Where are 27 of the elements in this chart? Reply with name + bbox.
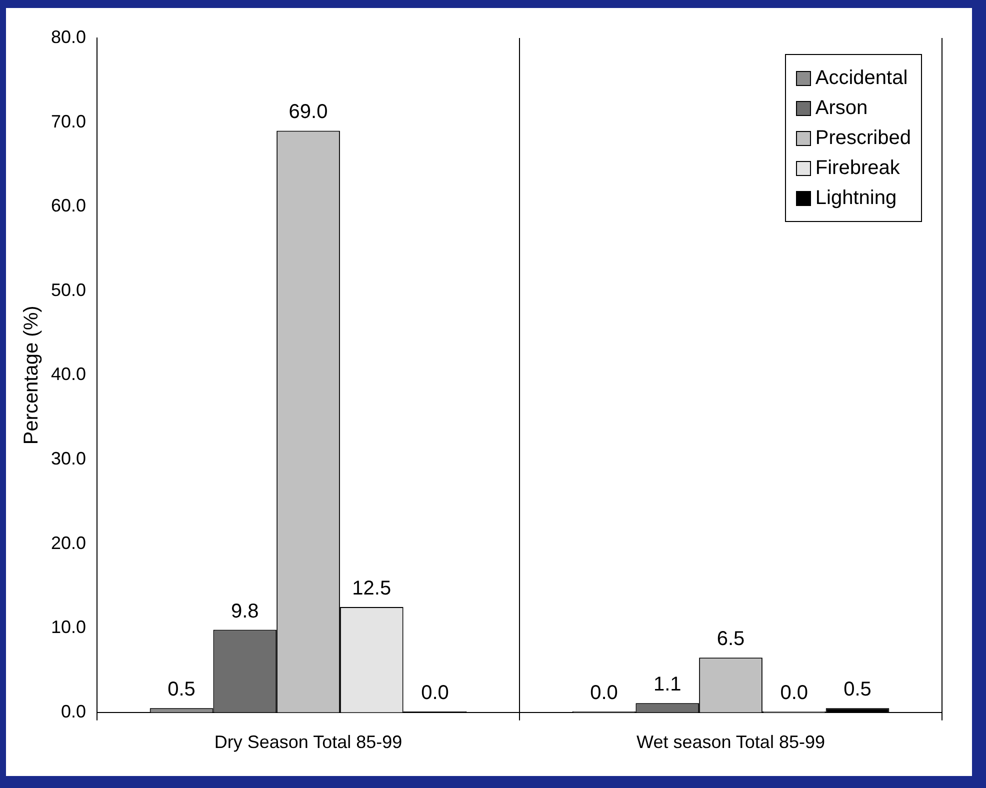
data-label: 6.5 <box>716 628 745 650</box>
data-label: 0.0 <box>780 682 808 704</box>
y-tick-label: 50.0 <box>50 280 86 300</box>
legend-label: Arson <box>815 96 868 121</box>
data-label: 0.0 <box>421 682 449 704</box>
data-label: 12.5 <box>352 578 392 600</box>
legend-label: Firebreak <box>815 156 900 181</box>
data-label: 0.5 <box>168 678 196 701</box>
data-label: 0.5 <box>844 678 872 701</box>
legend-label: Prescribed <box>815 126 911 151</box>
data-label: 69.0 <box>288 101 328 124</box>
y-tick-label: 20.0 <box>50 532 86 553</box>
data-label: 9.8 <box>230 600 259 622</box>
legend-label: Accidental <box>815 66 908 91</box>
y-tick-label: 70.0 <box>50 111 86 132</box>
data-label: 0.0 <box>590 682 618 704</box>
y-tick-label: 10.0 <box>50 617 86 638</box>
legend-label: Lightning <box>815 186 897 211</box>
data-label: 1.1 <box>653 674 682 696</box>
x-tick-label: Wet season Total 85-99 <box>636 732 825 752</box>
y-tick-label: 40.0 <box>50 364 86 384</box>
x-tick-label: Dry Season Total 85-99 <box>214 732 402 752</box>
y-tick-label: 60.0 <box>50 196 86 216</box>
y-axis-title: Percentage (%) <box>20 306 43 445</box>
y-tick-label: 80.0 <box>50 26 86 47</box>
y-tick-label: 30.0 <box>50 448 86 468</box>
y-tick-label: 0.0 <box>61 701 86 722</box>
